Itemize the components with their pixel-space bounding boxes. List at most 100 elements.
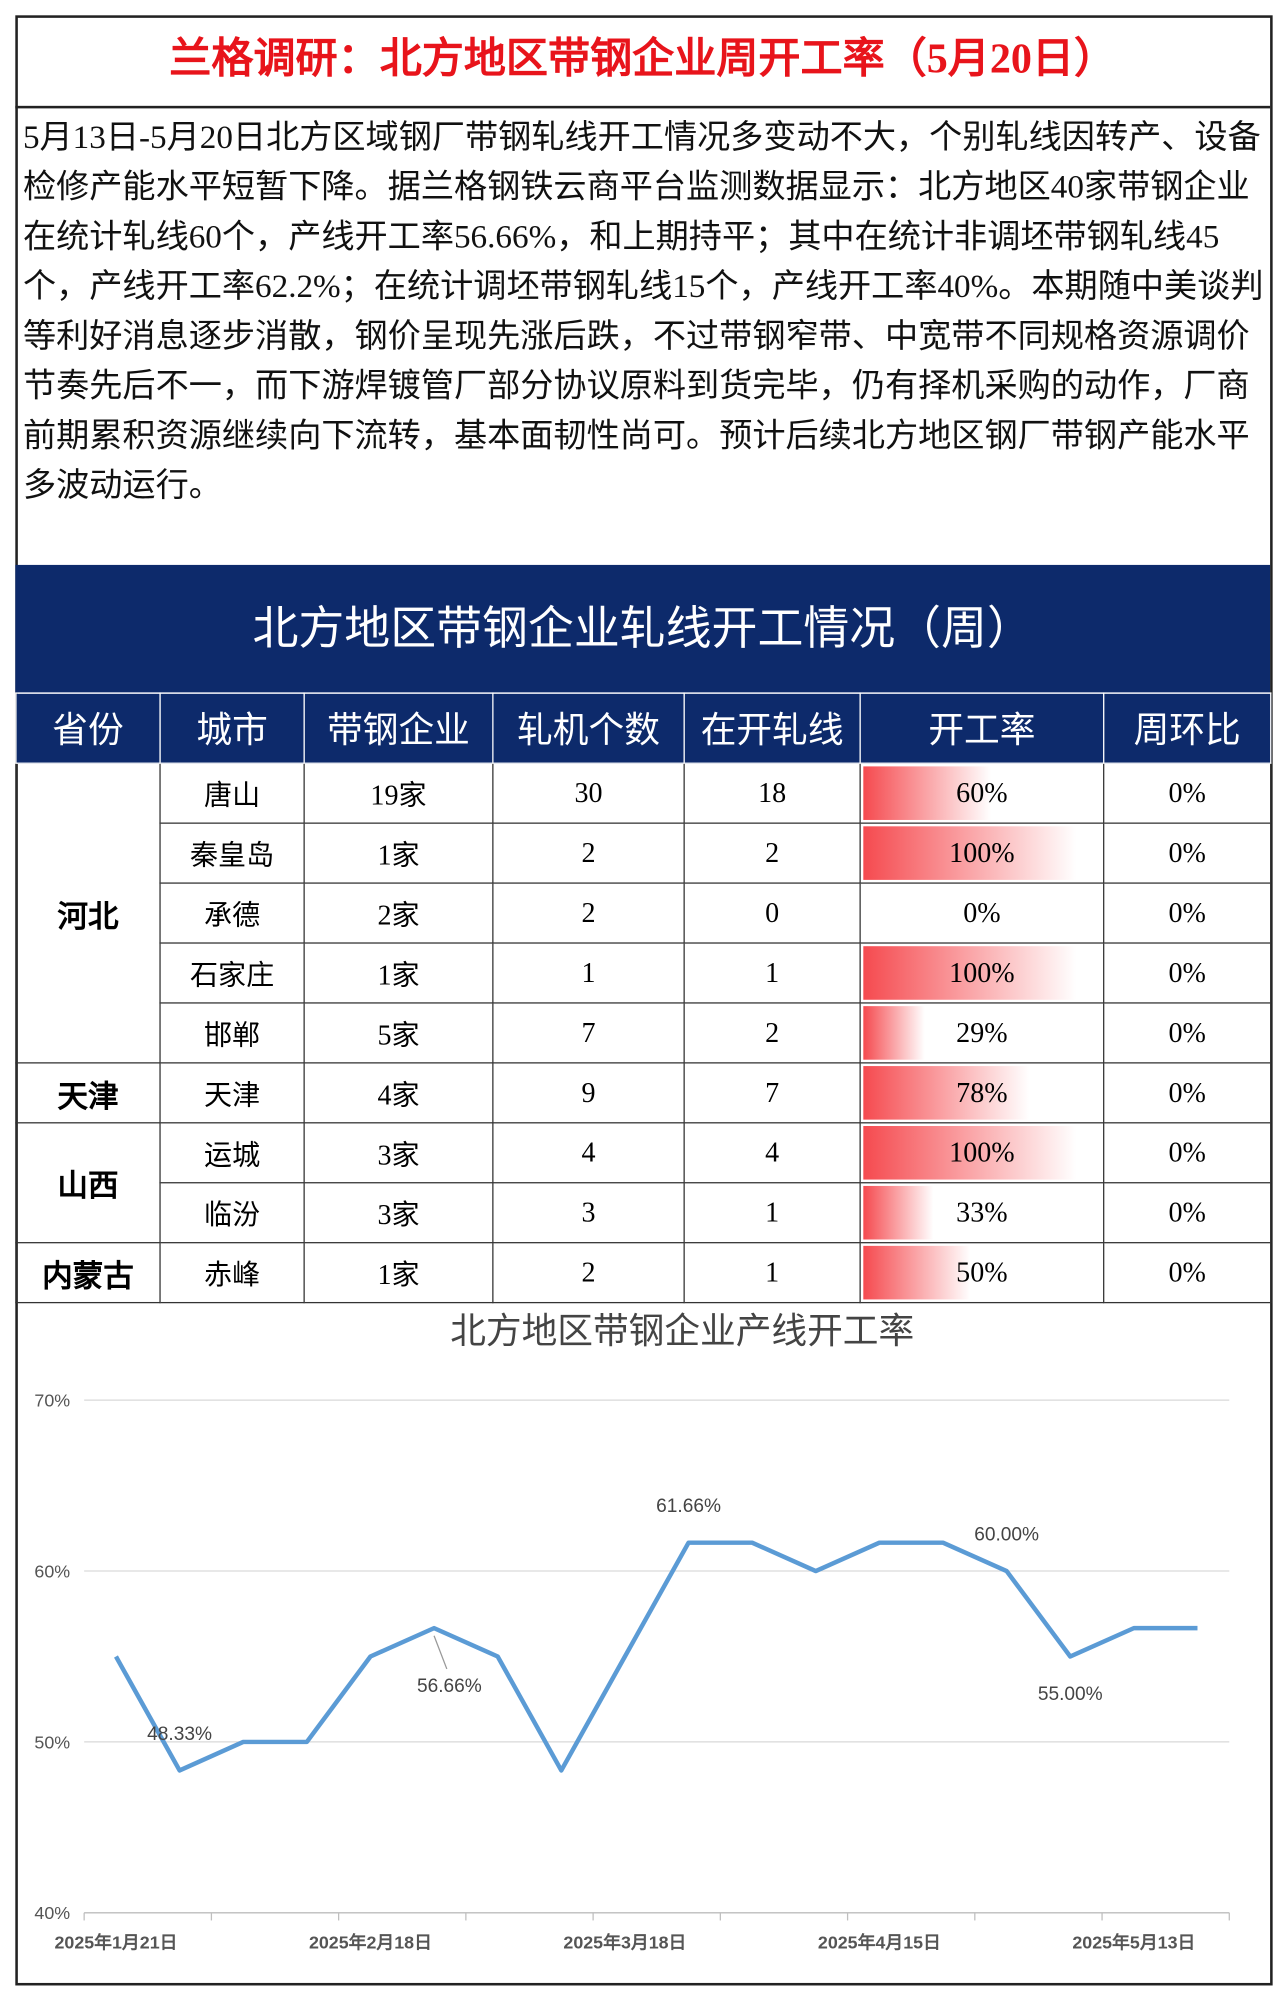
wow-cell: 0% (1103, 822, 1272, 884)
city-cell: 运城 (159, 1122, 305, 1184)
rate-cell: 0% (859, 882, 1105, 944)
rate-label: 33% (956, 1196, 1008, 1229)
rate-bar (863, 1185, 934, 1240)
open-cell: 0 (683, 882, 861, 944)
wow-cell: 0% (1103, 882, 1272, 944)
x-tick-label: 2025年5月13日 (1072, 1932, 1195, 1953)
data-label: 61.66% (656, 1496, 721, 1517)
page-title: 兰格调研：北方地区带钢企业周开工率（5月20日） (15, 15, 1271, 109)
rate-label: 29% (956, 1016, 1008, 1049)
rate-label: 78% (956, 1076, 1008, 1109)
leader-line (433, 1635, 448, 1670)
city-cell: 秦皇岛 (159, 822, 305, 884)
column-header: 省份 (15, 692, 161, 764)
table-row: 天津 天津 4家 9 7 78% 0% (15, 1062, 1272, 1124)
enterprises-cell: 3家 (303, 1122, 494, 1184)
rate-label: 100% (949, 836, 1015, 869)
city-cell: 天津 (159, 1062, 305, 1124)
table-row: 内蒙古 赤峰 1家 2 1 50% 0% (15, 1242, 1272, 1304)
y-tick-label: 50% (34, 1732, 70, 1752)
rate-label: 60% (956, 776, 1008, 809)
rate-bar (863, 1066, 1030, 1120)
column-header: 周环比 (1103, 692, 1272, 764)
open-cell: 1 (683, 1182, 861, 1244)
column-header: 轧机个数 (492, 692, 685, 764)
x-tick-label: 2025年1月21日 (54, 1932, 177, 1953)
enterprises-cell: 4家 (303, 1062, 494, 1124)
chart: 北方地区带钢企业产线开工率 40% 50% 60% 70% 2025年1月21日 2025… (34, 1311, 1230, 1953)
enterprises-cell: 1家 (303, 822, 494, 884)
rate-cell: 100% (859, 942, 1105, 1004)
table-title: 北方地区带钢企业轧线开工情况（周） (15, 564, 1271, 693)
table-row: 临汾 3家 3 1 33% 0% (16, 1182, 1272, 1244)
enterprises-cell: 5家 (303, 1002, 494, 1064)
rate-cell: 100% (859, 822, 1105, 884)
mills-cell: 2 (492, 882, 685, 944)
rate-cell: 78% (859, 1062, 1105, 1124)
city-cell: 承德 (159, 882, 305, 944)
open-cell: 2 (683, 822, 861, 884)
column-header: 开工率 (859, 692, 1105, 764)
table-row: 石家庄 1家 1 1 100% 0% (16, 942, 1272, 1004)
mills-cell: 4 (492, 1122, 685, 1184)
rate-cell: 29% (859, 1002, 1105, 1064)
mills-cell: 3 (492, 1182, 685, 1244)
rate-label: 100% (949, 956, 1015, 989)
column-header: 城市 (159, 692, 305, 764)
wow-cell: 0% (1103, 1242, 1272, 1304)
open-cell: 18 (683, 762, 861, 824)
rate-label: 0% (963, 896, 1001, 929)
y-tick-label: 70% (34, 1391, 70, 1411)
rate-bar (863, 1245, 970, 1300)
y-tick-label: 40% (34, 1903, 70, 1923)
wow-cell: 0% (1103, 1122, 1272, 1184)
enterprises-cell: 19家 (303, 762, 494, 824)
wow-cell: 0% (1103, 1182, 1272, 1244)
rate-cell: 50% (859, 1242, 1105, 1304)
rate-bar (863, 826, 1077, 880)
province-cell: 内蒙古 (15, 1242, 161, 1304)
city-cell: 临汾 (159, 1182, 305, 1244)
column-header: 在开轧线 (683, 692, 861, 764)
mills-cell: 2 (492, 822, 685, 884)
mills-cell: 2 (492, 1242, 685, 1304)
wow-cell: 0% (1103, 1002, 1272, 1064)
data-label: 60.00% (974, 1524, 1039, 1545)
mills-cell: 9 (492, 1062, 685, 1124)
series-line (114, 1540, 1198, 1773)
mills-cell: 1 (492, 942, 685, 1004)
province-cell: 天津 (15, 1062, 161, 1124)
mills-cell: 7 (492, 1002, 685, 1064)
city-cell: 唐山 (159, 762, 305, 824)
table-row: 邯郸 5家 7 2 29% 0% (16, 1002, 1272, 1064)
enterprises-cell: 2家 (303, 882, 494, 944)
data-label: 48.33% (147, 1724, 212, 1745)
rate-bar (863, 766, 992, 820)
table: 省份 城市 带钢企业 轧机个数 在开轧线 开工率 周环比 河北 唐山 19家 30 18 60% 0% 秦… (15, 692, 1272, 1304)
wow-cell: 0% (1103, 1062, 1272, 1124)
x-tick-label: 2025年3月18日 (563, 1932, 686, 1953)
summary: 5月13日-5月20日北方区域钢厂带钢轧线开工情况多变动不大，个别轧线因转产、设… (22, 118, 1264, 504)
rate-label: 50% (956, 1256, 1008, 1288)
data-label: 56.66% (417, 1676, 482, 1697)
enterprises-cell: 1家 (303, 1242, 494, 1304)
header-row: 省份 城市 带钢企业 轧机个数 在开轧线 开工率 周环比 (15, 692, 1272, 764)
rate-cell: 33% (859, 1182, 1105, 1244)
rate-cell: 100% (859, 1122, 1105, 1184)
open-cell: 1 (683, 1242, 861, 1304)
rate-bar (863, 1126, 1077, 1180)
wow-cell: 0% (1103, 762, 1272, 824)
city-cell: 石家庄 (159, 942, 305, 1004)
city-cell: 邯郸 (159, 1002, 305, 1064)
rate-bar (863, 1006, 926, 1060)
table-row: 承德 2家 2 0 0% 0% (16, 882, 1272, 944)
city-cell: 赤峰 (159, 1242, 305, 1304)
chart-title: 北方地区带钢企业产线开工率 (450, 1311, 914, 1351)
rate-bar (863, 946, 1077, 1000)
open-cell: 7 (683, 1062, 861, 1124)
wow-cell: 0% (1103, 942, 1272, 1004)
province-cell: 山西 (15, 1122, 161, 1244)
table-row: 河北 唐山 19家 30 18 60% 0% (15, 762, 1272, 1064)
x-tick-label: 2025年2月18日 (309, 1932, 432, 1953)
